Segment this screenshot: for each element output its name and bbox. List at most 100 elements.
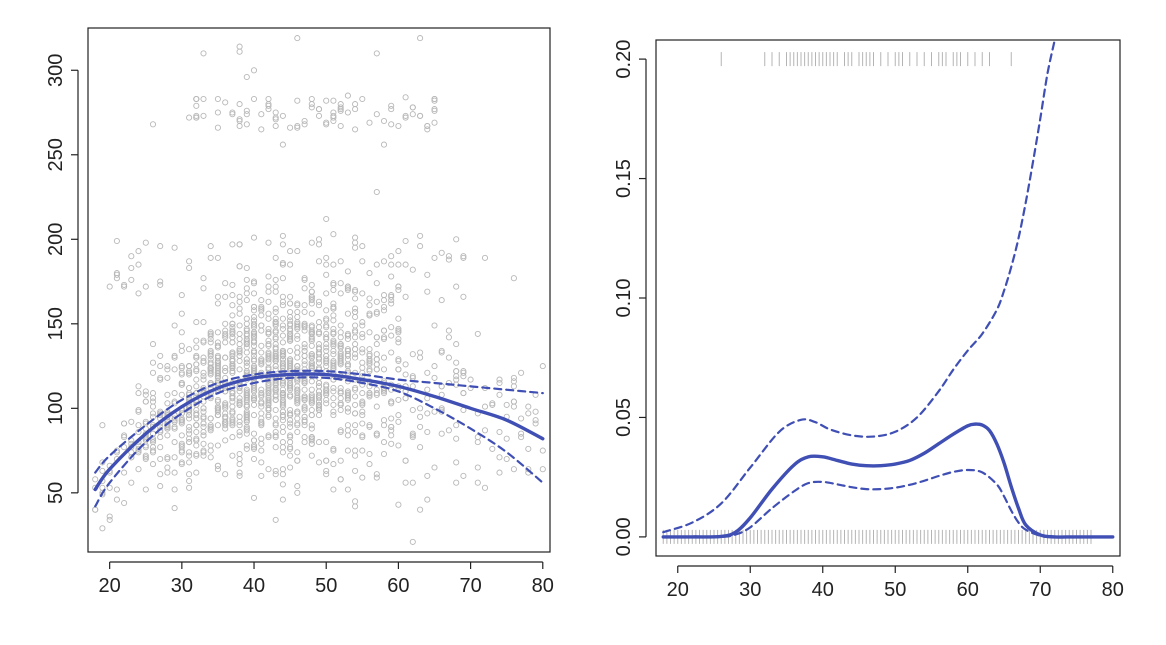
scatter-point (380, 303, 388, 310)
scatter-point (352, 428, 359, 436)
scatter-point (395, 339, 402, 346)
scatter-point (359, 364, 366, 371)
scatter-point (135, 383, 142, 390)
scatter-point (178, 381, 185, 388)
scatter-point (243, 442, 250, 449)
scatter-point (128, 276, 135, 283)
scatter-point (214, 462, 221, 469)
scatter-point (337, 107, 344, 114)
scatter-point (395, 442, 402, 449)
scatter-point (265, 364, 272, 371)
scatter-point (431, 254, 438, 261)
scatter-point (200, 376, 207, 383)
scatter-point (265, 434, 272, 441)
scatter-point (323, 121, 330, 128)
scatter-point (265, 432, 272, 439)
scatter-point (330, 401, 337, 408)
scatter-point (265, 102, 272, 109)
scatter-point (380, 334, 388, 341)
scatter-point (164, 366, 171, 373)
scatter-point (243, 285, 250, 292)
scatter-point (229, 327, 236, 334)
scatter-point (243, 401, 250, 408)
scatter-point (445, 427, 452, 434)
scatter-point (250, 307, 258, 314)
scatter-point (200, 285, 207, 292)
scatter-point (373, 403, 380, 410)
scatter-point (323, 390, 330, 397)
scatter-point (352, 322, 359, 329)
scatter-point (258, 327, 265, 334)
scatter-point (250, 322, 258, 329)
scatter-point (149, 461, 157, 468)
scatter-point (164, 400, 171, 407)
scatter-point (323, 330, 330, 337)
scatter-point (113, 270, 120, 277)
scatter-point (258, 349, 265, 356)
scatter-point (373, 341, 380, 348)
scatter-point (366, 329, 373, 336)
scatter-point (142, 283, 149, 290)
scatter-point (236, 398, 243, 405)
scatter-point (178, 347, 185, 354)
scatter-point (279, 302, 286, 309)
scatter-point (193, 102, 200, 109)
scatter-point (229, 339, 236, 346)
scatter-point (265, 283, 272, 290)
scatter-point (229, 452, 236, 459)
scatter-point (294, 363, 301, 370)
scatter-point (287, 327, 294, 334)
scatter-point (279, 386, 286, 393)
scatter-point (207, 351, 214, 358)
scatter-point (330, 341, 337, 348)
scatter-point (258, 410, 265, 417)
scatter-point (460, 254, 467, 261)
scatter-point (250, 368, 258, 375)
scatter-point (229, 320, 236, 327)
scatter-point (330, 357, 337, 365)
scatter-point (330, 97, 337, 104)
scatter-point (510, 403, 517, 410)
scatter-point (330, 281, 337, 288)
scatter-point (186, 415, 193, 422)
scatter-point (445, 253, 452, 260)
scatter-point (258, 440, 265, 447)
scatter-point (171, 486, 178, 493)
scatter-point (323, 215, 330, 223)
scatter-point (431, 374, 438, 381)
scatter-point (265, 310, 272, 317)
scatter-point (207, 423, 214, 430)
scatter-point (294, 393, 301, 400)
scatter-point (388, 273, 395, 280)
scatter-point (236, 116, 243, 123)
scatter-point (539, 466, 546, 473)
scatter-point (99, 525, 106, 532)
scatter-point (308, 363, 315, 370)
scatter-point (323, 271, 330, 278)
scatter-point (250, 396, 258, 403)
scatter-point (222, 280, 229, 287)
scatter-point (344, 356, 351, 363)
scatter-point (214, 254, 221, 261)
scatter-point (344, 268, 351, 275)
scatter-point (229, 369, 236, 376)
scatter-point (243, 107, 250, 114)
scatter-point (157, 455, 164, 463)
scatter-point (207, 254, 214, 261)
scatter-point (337, 280, 344, 287)
scatter-point (409, 266, 416, 273)
scatter-point (243, 73, 250, 81)
scatter-point (200, 339, 207, 346)
scatter-point (258, 398, 265, 405)
scatter-point (301, 308, 308, 316)
scatter-point (229, 351, 236, 358)
scatter-point (388, 261, 395, 268)
scatter-point (330, 412, 337, 419)
scatter-point (149, 449, 157, 456)
scatter-point (236, 418, 243, 425)
scatter-point (272, 415, 279, 422)
scatter-point (272, 471, 279, 478)
scatter-point (380, 335, 388, 343)
scatter-point (294, 457, 301, 464)
scatter-point (186, 363, 193, 370)
